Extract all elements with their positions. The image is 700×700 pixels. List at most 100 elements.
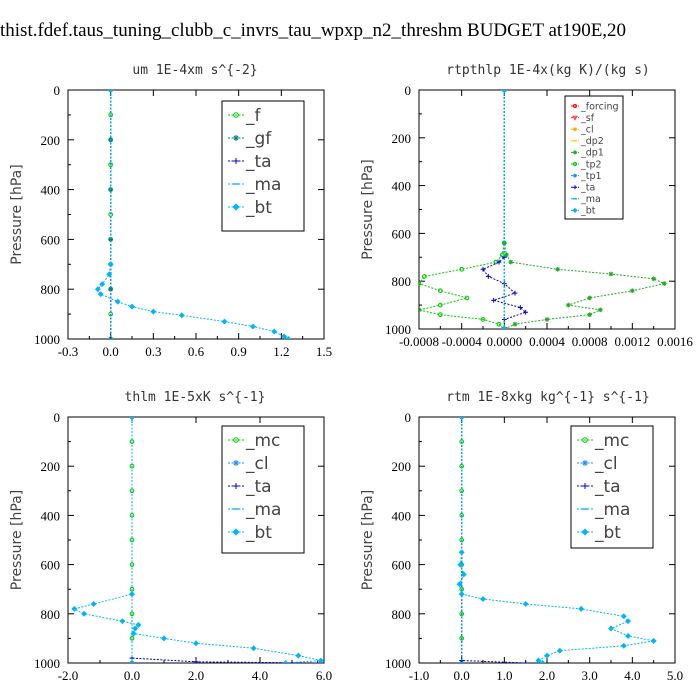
data-point bbox=[620, 613, 627, 620]
data-point bbox=[419, 281, 422, 286]
legend-marker bbox=[573, 127, 577, 132]
legend: _mc _cl _ta _ma _bt bbox=[570, 425, 654, 549]
x-tick-label: 6.0 bbox=[316, 668, 332, 683]
data-point bbox=[512, 321, 518, 327]
chart-panel-3: rtm 1E-8xkg kg^{-1} s^{-1} Pressure [hPa]… bbox=[360, 390, 683, 683]
data-point bbox=[161, 635, 167, 642]
data-point bbox=[620, 642, 627, 649]
x-tick-label: 2.0 bbox=[188, 668, 204, 683]
legend-marker bbox=[582, 460, 588, 466]
data-point bbox=[421, 274, 427, 279]
legend-marker bbox=[233, 112, 239, 118]
series-group bbox=[419, 90, 667, 329]
legend-marker bbox=[573, 173, 577, 178]
legend: _forcing_sf_cl_dp2_dp1_tp2_tp1_ta_ma_bt bbox=[564, 95, 624, 220]
data-point bbox=[108, 162, 114, 168]
data-point bbox=[523, 660, 529, 663]
data-point bbox=[459, 513, 465, 518]
y-tick-label: 200 bbox=[392, 131, 412, 146]
data-point bbox=[544, 317, 550, 322]
data-point bbox=[317, 657, 324, 663]
data-point bbox=[97, 291, 104, 298]
data-point bbox=[458, 591, 465, 598]
x-tick-label: 1.0 bbox=[496, 668, 512, 683]
data-point bbox=[456, 581, 463, 588]
data-point bbox=[295, 652, 302, 659]
y-tick-label: 800 bbox=[41, 607, 61, 622]
chart-panel-1: rtpthlp 1E-4x(kg K)/(kg s) Pressure [hPa]… bbox=[360, 63, 693, 349]
data-point bbox=[271, 328, 278, 335]
legend-marker bbox=[582, 483, 588, 489]
x-tick-label: 0.9 bbox=[231, 344, 247, 359]
legend-label: _bt bbox=[594, 523, 621, 543]
data-point bbox=[459, 611, 465, 617]
data-point bbox=[501, 90, 508, 93]
x-tick-label: 0.0012 bbox=[614, 334, 650, 349]
series-line-ta bbox=[482, 90, 527, 329]
data-point bbox=[71, 605, 78, 612]
x-tick-label: 0.0 bbox=[454, 668, 470, 683]
legend-marker bbox=[572, 161, 578, 167]
legend-marker bbox=[573, 150, 577, 155]
legend-label: _f bbox=[245, 106, 262, 126]
data-point bbox=[458, 417, 465, 420]
y-tick-label: 0 bbox=[54, 83, 61, 98]
data-point bbox=[107, 90, 114, 93]
x-tick-label: -1.0 bbox=[409, 668, 430, 683]
data-point bbox=[464, 295, 470, 301]
series-line-ta bbox=[461, 417, 526, 663]
data-point bbox=[459, 586, 465, 592]
legend-label: _bt bbox=[245, 523, 272, 543]
x-tick-label: 1.2 bbox=[273, 344, 289, 359]
data-point bbox=[625, 618, 632, 625]
data-point bbox=[457, 561, 464, 568]
chart-title: rtm 1E-8xkg kg^{-1} s^{-1} bbox=[446, 390, 650, 405]
data-point bbox=[460, 571, 467, 578]
data-point bbox=[535, 657, 542, 663]
data-point bbox=[597, 307, 603, 313]
data-point bbox=[107, 261, 114, 268]
data-point bbox=[193, 659, 199, 663]
legend-label: _ma bbox=[594, 500, 630, 520]
data-point bbox=[129, 417, 135, 420]
legend: _mc _cl _ta _ma _bt bbox=[221, 425, 305, 554]
data-point bbox=[544, 652, 550, 659]
data-point bbox=[661, 281, 667, 286]
data-point bbox=[81, 610, 87, 617]
y-tick-label: 400 bbox=[41, 508, 61, 523]
series-group bbox=[94, 90, 292, 339]
legend-label: _ta bbox=[245, 152, 272, 172]
data-point bbox=[608, 625, 614, 632]
y-tick-label: 600 bbox=[392, 226, 412, 241]
data-point bbox=[285, 336, 292, 339]
y-tick-label: 800 bbox=[392, 274, 412, 289]
data-point bbox=[459, 537, 465, 543]
y-axis-label: Pressure [hPa] bbox=[9, 490, 25, 590]
data-point bbox=[99, 281, 106, 288]
legend-label: _cl bbox=[245, 454, 269, 474]
data-point bbox=[459, 636, 465, 641]
legend-label: _ta bbox=[594, 477, 621, 497]
data-point bbox=[437, 288, 443, 294]
x-tick-label: 4.0 bbox=[624, 668, 640, 683]
x-tick-label: 4.0 bbox=[252, 668, 268, 683]
data-point bbox=[94, 286, 101, 293]
x-tick-label: -0.3 bbox=[58, 344, 79, 359]
series-line-dp1 bbox=[503, 90, 666, 329]
data-point bbox=[539, 660, 546, 663]
data-point bbox=[608, 271, 614, 277]
legend-label: _ma bbox=[245, 500, 281, 520]
legend-label: _mc bbox=[594, 431, 629, 451]
y-axis-label: Pressure [hPa] bbox=[360, 490, 376, 590]
legend-label: _dp2 bbox=[580, 136, 604, 147]
data-point bbox=[437, 312, 443, 318]
x-tick-label: 0.0000 bbox=[486, 334, 522, 349]
legend-label: _ma bbox=[245, 175, 281, 195]
y-tick-label: 1000 bbox=[385, 656, 411, 671]
legend-label: _tp2 bbox=[580, 159, 602, 170]
legend-label: _ta bbox=[245, 477, 272, 497]
x-tick-label: 2.0 bbox=[539, 668, 555, 683]
x-tick-label: 0.6 bbox=[188, 344, 205, 359]
x-tick-label: 5.0 bbox=[667, 668, 683, 683]
y-axis-label: Pressure [hPa] bbox=[360, 159, 376, 259]
